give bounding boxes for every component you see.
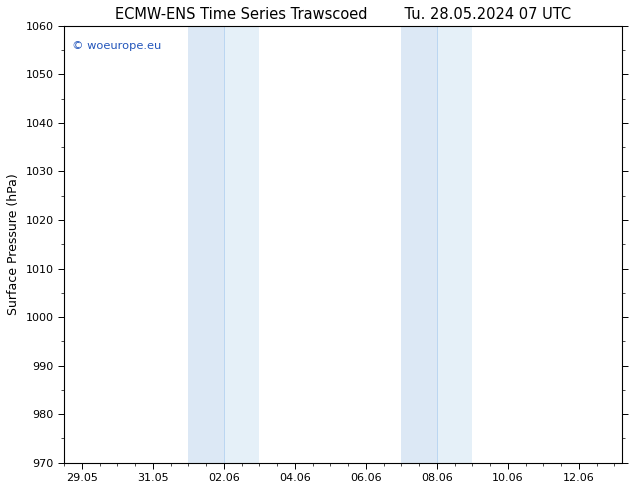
Bar <box>401 26 437 463</box>
Title: ECMW-ENS Time Series Trawscoed        Tu. 28.05.2024 07 UTC: ECMW-ENS Time Series Trawscoed Tu. 28.05… <box>115 7 571 22</box>
Bar <box>188 26 224 463</box>
Y-axis label: Surface Pressure (hPa): Surface Pressure (hPa) <box>7 173 20 315</box>
Bar <box>224 26 259 463</box>
Text: © woeurope.eu: © woeurope.eu <box>72 41 162 51</box>
Bar <box>437 26 472 463</box>
